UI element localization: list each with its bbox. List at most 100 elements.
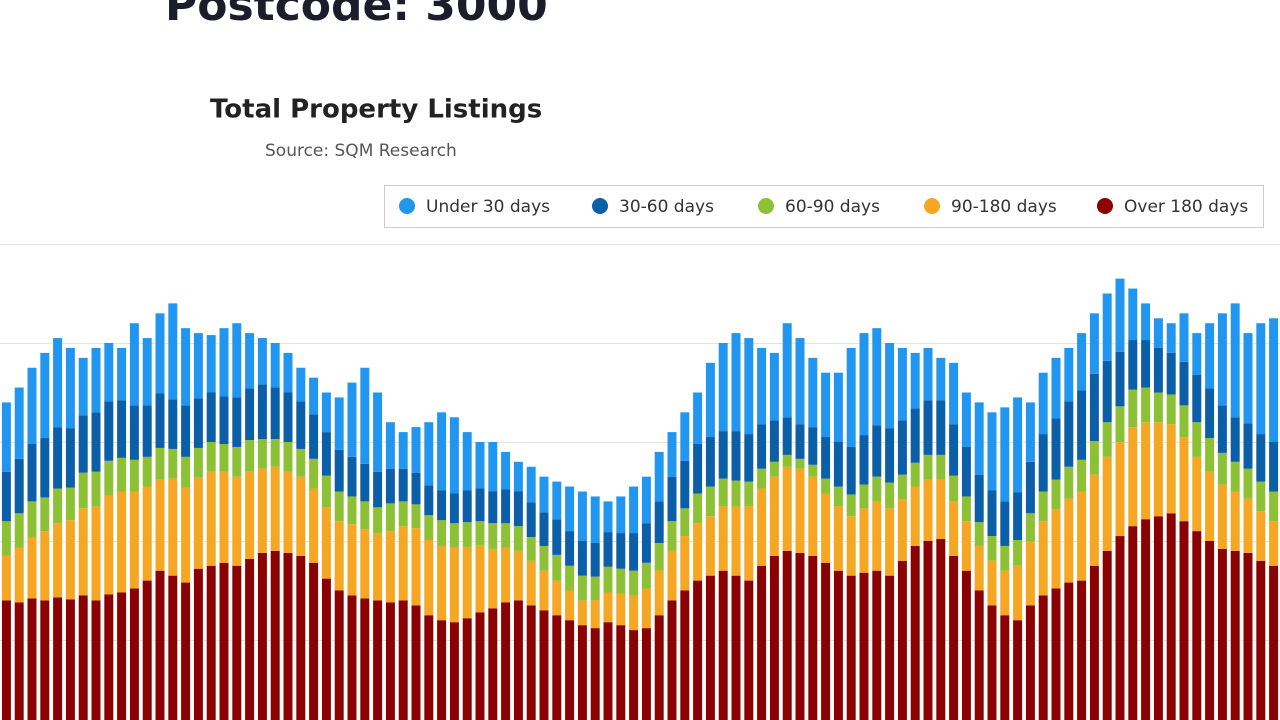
bar-segment xyxy=(155,393,165,448)
bar-segment xyxy=(923,454,933,480)
legend-marker[interactable] xyxy=(924,198,940,214)
bar-segment xyxy=(565,531,575,566)
bar-segment xyxy=(795,424,805,459)
bar-segment xyxy=(808,464,818,477)
bar-segment xyxy=(309,488,319,563)
bar-segment xyxy=(309,562,319,720)
bar-segment xyxy=(1025,605,1035,720)
bar-segment xyxy=(78,357,88,416)
bar-segment xyxy=(1269,442,1279,492)
bar-segment xyxy=(1230,303,1240,418)
bar-segment xyxy=(961,496,971,522)
bar-segment xyxy=(987,536,997,561)
bar-segment xyxy=(462,432,472,491)
legend-label[interactable]: 60-90 days xyxy=(785,197,880,217)
bar-segment xyxy=(296,448,306,477)
bar-segment xyxy=(1128,340,1138,390)
bar-segment xyxy=(27,367,37,444)
bar-segment xyxy=(782,417,792,455)
bar-segment xyxy=(1166,513,1176,720)
bar-segment xyxy=(1,471,11,522)
bar-segment xyxy=(936,539,946,720)
bar-segment xyxy=(1013,540,1023,566)
bar-segment xyxy=(219,443,229,472)
bar-segment xyxy=(1102,293,1112,361)
bar-segment xyxy=(795,458,805,469)
bar-segment xyxy=(501,489,511,524)
bar-segment xyxy=(232,446,242,477)
bar-segment xyxy=(1230,491,1240,551)
bar-segment xyxy=(526,537,536,561)
bar-segment xyxy=(757,565,767,720)
legend-marker[interactable] xyxy=(758,198,774,214)
legend-marker[interactable] xyxy=(592,198,608,214)
bar-segment xyxy=(104,460,114,496)
bar-segment xyxy=(270,343,280,388)
bar-segment xyxy=(974,522,984,546)
bar-segment xyxy=(1205,541,1215,720)
bar-segment xyxy=(385,468,395,504)
bar-segment xyxy=(1038,372,1048,435)
bar-segment xyxy=(155,313,165,394)
bar-segment xyxy=(321,578,331,720)
bar-segment xyxy=(14,602,24,720)
bar-segment xyxy=(206,471,216,566)
bar-segment xyxy=(808,427,818,465)
bar-segment xyxy=(168,399,178,449)
bar-segment xyxy=(14,513,24,548)
bar-segment xyxy=(424,540,434,616)
bar-segment xyxy=(961,570,971,720)
bar-segment xyxy=(1038,521,1048,596)
bar-segment xyxy=(1205,323,1215,389)
bar-segment xyxy=(769,476,779,556)
bar-segment xyxy=(923,479,933,541)
chart-subtitle: Source: SQM Research xyxy=(265,141,457,161)
bar-segment xyxy=(1115,351,1125,407)
bar-segment xyxy=(1102,456,1112,551)
bar-segment xyxy=(27,501,37,538)
bar-segment xyxy=(65,520,75,600)
bar-segment xyxy=(411,472,421,505)
bar-segment xyxy=(1000,407,1010,502)
legend-marker[interactable] xyxy=(1097,198,1113,214)
bar-segment xyxy=(65,487,75,521)
bar-segment xyxy=(398,600,408,720)
legend-label[interactable]: 30-60 days xyxy=(619,197,714,217)
bar-segment xyxy=(501,523,511,548)
bar-segment xyxy=(1217,313,1227,406)
bar-segment xyxy=(1141,519,1151,720)
bar-segment xyxy=(1051,509,1061,589)
legend-marker[interactable] xyxy=(399,198,415,214)
bar-segment xyxy=(1269,318,1279,442)
bar-segment xyxy=(1230,461,1240,492)
bar-segment xyxy=(667,476,677,522)
bar-segment xyxy=(1128,288,1138,341)
bar-segment xyxy=(1166,424,1176,514)
legend-label[interactable]: Over 180 days xyxy=(1124,197,1248,217)
bar-segment xyxy=(846,516,856,576)
bar-segment xyxy=(1038,491,1048,522)
legend-label[interactable]: Under 30 days xyxy=(426,197,550,217)
bar-segment xyxy=(91,600,101,720)
bar-segment xyxy=(1192,374,1202,423)
bar-segment xyxy=(744,434,754,482)
bar-segment xyxy=(513,550,523,601)
bar-segment xyxy=(1166,323,1176,353)
bar-segment xyxy=(1077,580,1087,720)
bar-segment xyxy=(1051,479,1061,510)
bar-segment xyxy=(667,600,677,720)
bar-segment xyxy=(846,347,856,447)
bar-segment xyxy=(1025,513,1035,541)
bar-segment xyxy=(488,491,498,524)
bar-segment xyxy=(923,541,933,720)
bar-segment xyxy=(449,622,459,720)
bar-segment xyxy=(1025,541,1035,606)
bar-segment xyxy=(1243,468,1253,499)
bar-segment xyxy=(949,555,959,720)
bar-segment xyxy=(1269,491,1279,522)
bar-segment xyxy=(1089,313,1099,374)
legend-label[interactable]: 90-180 days xyxy=(951,197,1057,217)
bar-segment xyxy=(411,605,421,720)
chart-title: Total Property Listings xyxy=(210,95,542,125)
bar-segment xyxy=(936,357,946,401)
